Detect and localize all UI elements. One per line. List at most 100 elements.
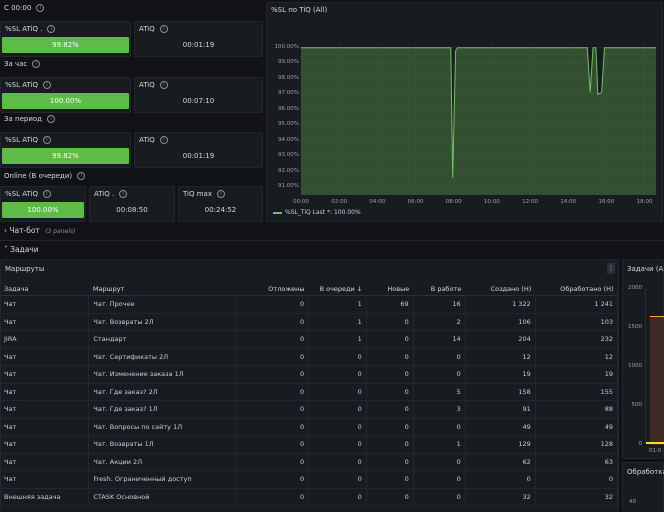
column-header[interactable]: Обработано (Н) [535,282,618,296]
y-tick: 95.00% [278,121,299,128]
info-icon[interactable]: i [42,190,51,198]
x-tick: 04:00 [369,199,386,205]
info-icon[interactable]: i [47,25,56,33]
table-cell: 0 [465,470,536,489]
table-cell: 91 [465,400,536,419]
table-row[interactable]: Чат Чат. Возвраты 1Л 0 0 0 1 129 128 [0,435,619,454]
table-cell: 0 [413,365,466,384]
table-cell: CTASK Основной [88,488,236,506]
table-cell: Чат [0,470,90,489]
table-cell: 0 [366,348,414,366]
info-icon[interactable]: i [159,81,168,89]
chat-bot-row[interactable]: › Чат-бот (3 panels) [4,226,76,235]
series-line[interactable] [301,47,656,178]
table-cell: Чат. Вопросы по сайту 1Л [88,418,236,436]
table-title: Маршруты [5,265,45,273]
y-tick: 92.00% [278,167,299,174]
x-tick: 01:0 [649,448,662,454]
x-tick: 18:00 [636,199,653,205]
table-row[interactable]: Чат Чат. Где заказ? 1Л 0 0 0 3 91 88 [0,400,619,419]
area-series [650,316,664,445]
y-tick: 100.00% [274,43,299,50]
column-header[interactable]: В работе [413,282,466,296]
table-cell: 1 [308,313,367,331]
x-tick: 00:00 [293,199,309,205]
table-row[interactable]: Чат Чат. Акции 2Л 0 0 0 0 62 63 [0,453,619,471]
y-tick: 1000 [628,363,642,369]
table-cell: Внешняя задача [0,488,90,506]
info-icon[interactable]: i [159,136,168,144]
info-icon[interactable]: i [42,136,51,144]
table-row[interactable]: Чат Чат. Сертификаты 2Л 0 0 0 0 12 12 [0,348,619,366]
table-cell: 12 [535,348,619,366]
info-icon[interactable]: i [32,60,41,68]
table-cell: 0 [413,470,466,489]
column-header[interactable]: Отложены [235,282,309,296]
table-cell: 88 [535,400,619,419]
table-row[interactable]: Чат Чат. Вопросы по сайту 1Л 0 0 0 0 49 49 [0,418,619,436]
panel-title: %SL ATiQ i [5,190,51,198]
x-tick: 10:00 [483,199,500,205]
y-tick: 2000 [628,285,642,291]
info-icon[interactable]: i [159,25,168,33]
group-label: За час i [4,60,41,68]
chart-title: %SL по TiQ (All) [271,6,328,14]
column-header[interactable]: В очереди ↓ [308,282,367,296]
y-tick: 97.00% [278,90,299,97]
table-cell: 0 [235,488,310,506]
chart-legend[interactable]: %SL_TiQ Last *: 100.00% [273,209,361,216]
info-icon[interactable]: i [42,81,51,89]
table-cell: Чат. Где заказ? 1Л [88,400,236,419]
table-row[interactable]: Чат Fresh. Ограниченный доступ 0 0 0 0 0 0 [0,470,619,489]
table-cell: 204 [465,330,536,349]
table-cell: 5 [413,383,466,401]
table-cell: 14 [413,330,466,349]
table-cell: 0 [535,470,619,489]
info-icon[interactable]: i [47,115,56,123]
y-tick: 93.00% [278,152,299,159]
column-header[interactable]: Маршрут [88,282,236,296]
sl-gauge-bar: 99.82% [2,37,129,53]
table-cell: 0 [366,488,414,506]
x-tick: 06:00 [407,199,424,205]
info-icon[interactable]: i [36,4,45,12]
table-cell: JIRA [0,330,90,349]
panel-title: %SL ATiQ i [5,81,51,89]
table-cell: Чат [0,453,90,471]
info-icon[interactable]: i [77,172,86,180]
table-cell: 0 [366,383,414,401]
tiqmax-value: 00:24:52 [204,206,237,214]
panel-title: %SL ATiQ .i [5,25,56,33]
table-cell: 0 [413,348,466,366]
processing-panel: Обработка 40 [622,462,664,512]
info-icon[interactable]: i [119,190,128,198]
table-cell: 32 [535,488,619,506]
chevron-down-icon: ˅ [4,245,8,254]
table-row[interactable]: Внешняя задача CTASK Основной 0 0 0 0 32 32 [0,488,619,506]
table-cell: Чат [0,383,90,401]
table-row[interactable]: Чат Чат. Возвраты 2Л 0 1 0 2 106 103 [0,313,619,331]
table-cell: 0 [308,383,367,401]
table-cell: 0 [366,435,414,454]
table-row[interactable]: Чат Чат. Прочее 0 1 69 16 1 322 1 241 [0,295,619,314]
table-row[interactable]: JIRA Стандарт 0 1 0 14 204 232 [0,330,619,349]
sl-atiq-panel: %SL ATiQ . i 99.82% [0,21,131,57]
column-header[interactable]: Новые [366,282,414,296]
column-header[interactable]: Создано (Н) [465,282,536,296]
sl-gauge-bar: 99.82% [2,148,129,164]
tasks-row[interactable]: ˅ Задачи [4,245,39,254]
table-row[interactable]: Чат Чат. Где заказ? 2Л 0 0 0 5 158 155 [0,383,619,401]
x-tick: 14:00 [560,199,577,205]
table-cell: 128 [535,435,619,454]
panel-menu-icon[interactable]: ⋮ [607,263,615,274]
table-cell: 3 [413,400,466,419]
table-cell: Fresh. Ограниченный доступ [88,470,236,489]
info-icon[interactable]: i [217,190,225,198]
table-cell: 1 [413,435,466,454]
table-row[interactable]: Чат Чат. Изменение заказа 1Л 0 0 0 0 19 19 [0,365,619,384]
table-cell: Чат. Прочее [88,295,236,314]
table-cell: 32 [465,488,536,506]
online-sl-panel: %SL ATiQ i 100.00% [0,186,86,222]
table-cell: 0 [308,400,367,419]
column-header[interactable]: Задача [0,282,89,296]
